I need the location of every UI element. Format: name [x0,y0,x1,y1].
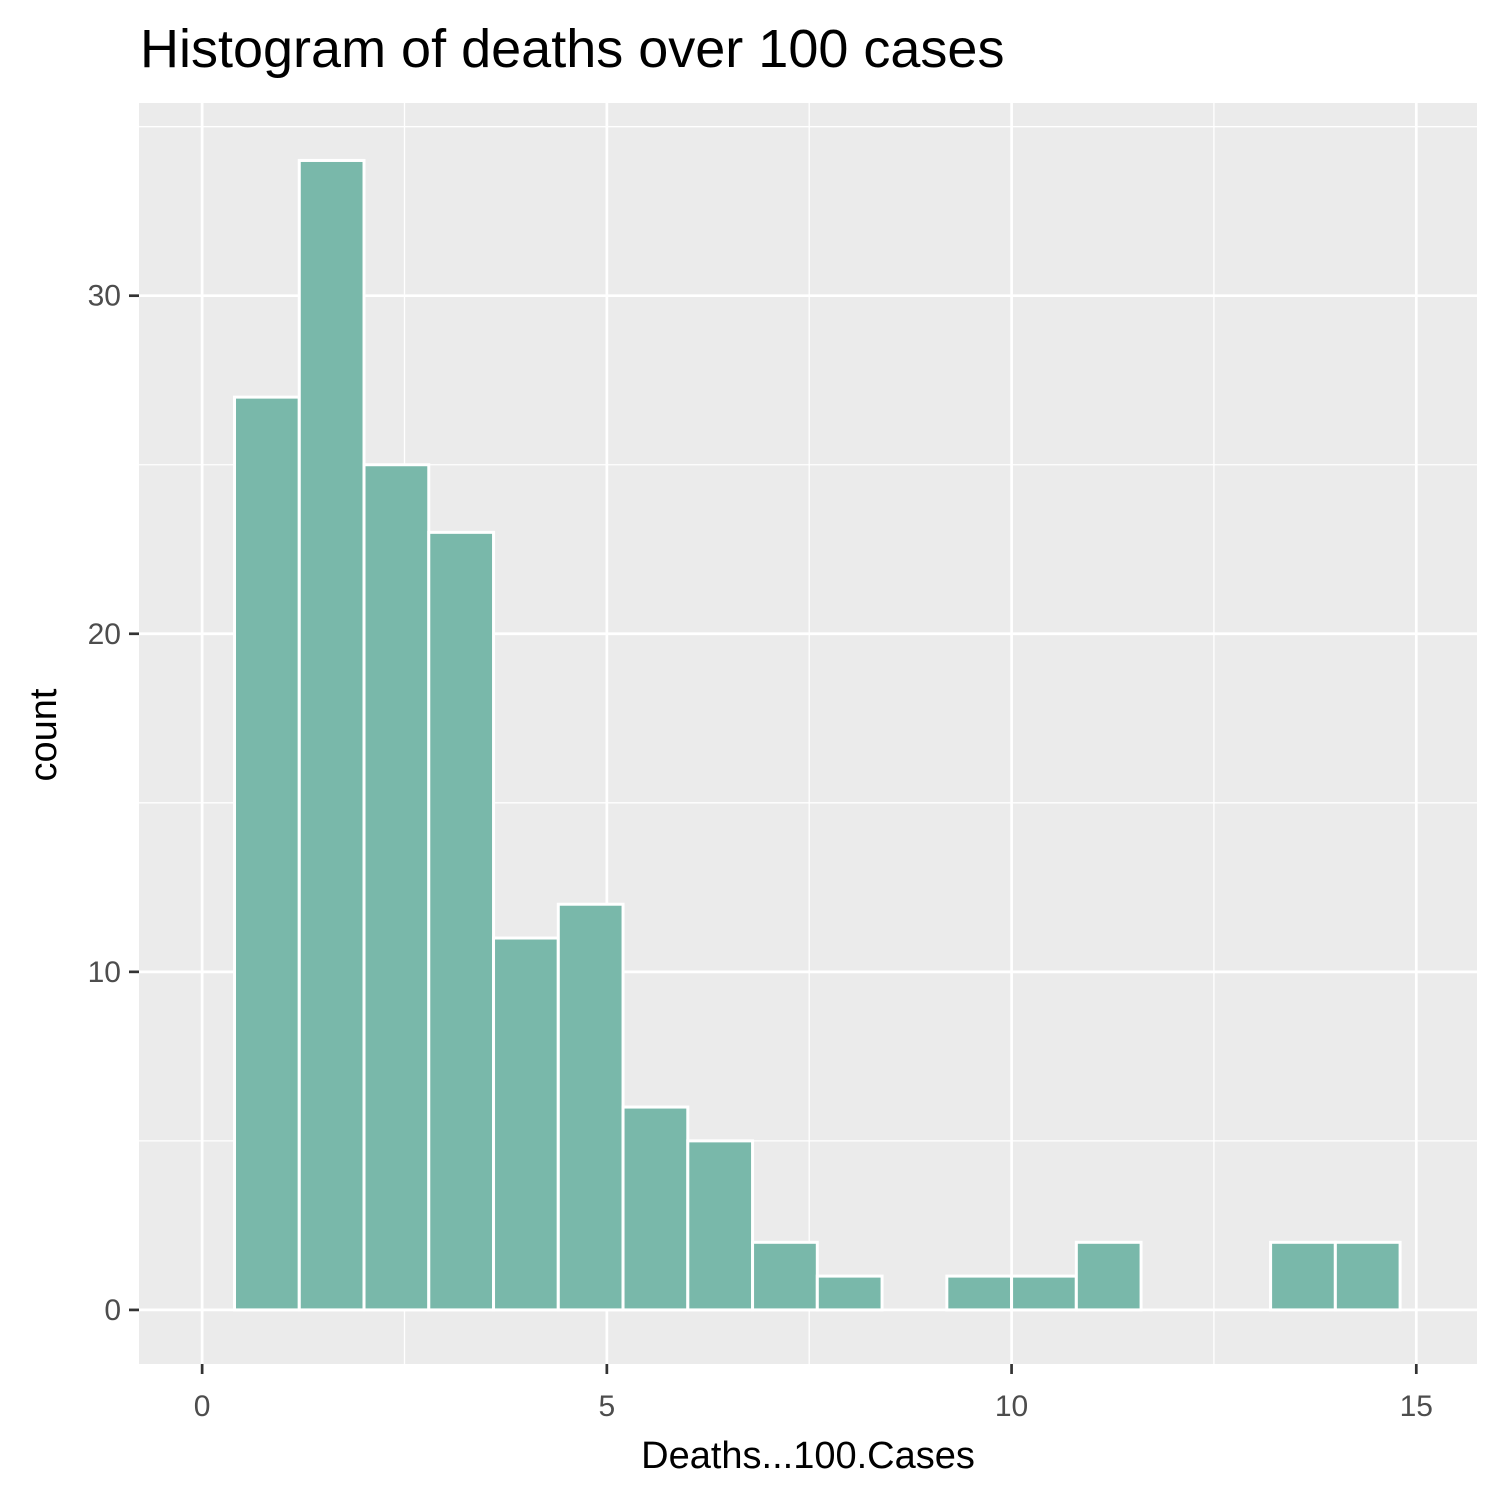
x-axis-title: Deaths...100.Cases [641,1435,975,1477]
histogram-bar [686,1139,755,1312]
histogram-bar [556,902,625,1312]
y-tick-label: 20 [88,618,121,651]
y-axis-title: count [23,688,65,781]
axis-ticks [129,294,1418,1374]
x-tick-label: 5 [599,1390,616,1423]
histogram-bar [297,158,366,1312]
histogram-bar [1010,1274,1078,1312]
histogram-bar [233,395,301,1312]
histogram-bar [621,1105,690,1312]
y-tick-label: 30 [88,280,121,313]
x-tick-label: 0 [194,1390,211,1423]
y-tick-label: 10 [88,956,121,989]
x-axis-tick-labels: 0 5 10 15 [194,1390,1433,1423]
x-tick-label: 15 [1400,1390,1433,1423]
histogram-bar [751,1240,819,1312]
histogram-bar [815,1274,884,1312]
chart-title: Histogram of deaths over 100 cases [140,19,1004,79]
x-tick-label: 10 [995,1390,1028,1423]
major-gridlines [139,103,1477,1364]
histogram-bar [362,463,431,1312]
histogram-bar [1269,1240,1337,1312]
y-axis-tick-labels: 0 10 20 30 [88,280,121,1327]
histogram-bars [233,158,1402,1312]
histogram-bar [492,936,560,1312]
y-tick-label: 0 [104,1294,121,1327]
histogram-bar [427,530,496,1312]
histogram-bar [1074,1240,1143,1312]
histogram-bar [1333,1240,1402,1312]
histogram-bar [945,1274,1014,1312]
